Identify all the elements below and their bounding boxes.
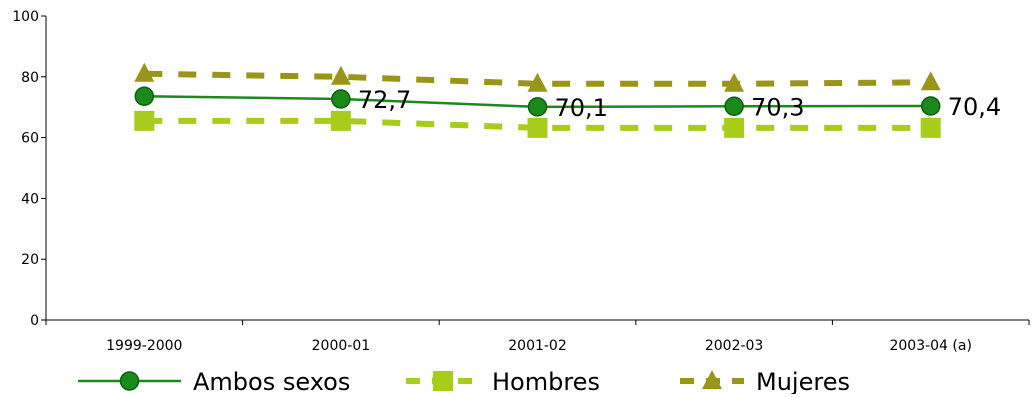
x-tick-label: 1999-2000	[106, 338, 182, 354]
legend-label-ambos-sexos: Ambos sexos	[193, 368, 350, 394]
data-label: 70,1	[555, 94, 608, 122]
legend-marker-ambos-sexos	[119, 371, 140, 391]
data-point-mujeres	[330, 65, 351, 85]
series-line-hombres	[144, 117, 931, 131]
y-tick-label: 60	[21, 131, 39, 147]
data-point-mujeres	[134, 62, 155, 82]
legend-label-mujeres: Mujeres	[756, 368, 850, 394]
series-hombres	[134, 110, 941, 138]
data-point-mujeres	[724, 72, 745, 92]
data-point-ambos-sexos	[134, 86, 155, 107]
y-tick-label: 20	[21, 252, 39, 268]
data-point-ambos-sexos	[920, 96, 941, 116]
legend-label-hombres: Hombres	[492, 368, 600, 394]
y-tick-label: 100	[12, 9, 39, 25]
data-label: 70,3	[751, 93, 804, 121]
y-tick-label: 0	[30, 313, 39, 329]
y-tick-label: 40	[21, 191, 39, 207]
data-point-hombres	[527, 117, 548, 138]
y-tick-label: 80	[21, 70, 39, 86]
x-tick-label: 2002-03	[705, 338, 764, 354]
data-point-hombres	[134, 110, 155, 131]
data-point-ambos-sexos	[331, 89, 351, 109]
legend-marker-mujeres	[702, 370, 722, 389]
data-point-hombres	[724, 117, 745, 138]
data-point-mujeres	[920, 71, 941, 91]
legend-item-hombres: Hombres	[406, 368, 600, 396]
legend-marker-hombres	[433, 371, 453, 391]
legend-item-ambos-sexos: Ambos sexos	[78, 368, 350, 396]
x-tick-label: 2000-01	[312, 338, 371, 354]
data-point-mujeres	[527, 72, 548, 92]
series-ambos-sexos	[134, 86, 941, 117]
data-label: 70,4	[948, 93, 1001, 121]
series-mujeres	[134, 62, 941, 92]
data-point-hombres	[330, 110, 351, 131]
x-tick-label: 2001-02	[508, 338, 567, 354]
series-line-mujeres	[144, 70, 931, 87]
data-point-ambos-sexos	[724, 96, 744, 117]
x-tick-label: 2003-04 (a)	[889, 338, 971, 354]
legend-item-mujeres: Mujeres	[680, 368, 850, 396]
data-point-ambos-sexos	[527, 97, 548, 117]
data-label: 72,7	[358, 86, 411, 114]
data-point-hombres	[920, 117, 941, 138]
